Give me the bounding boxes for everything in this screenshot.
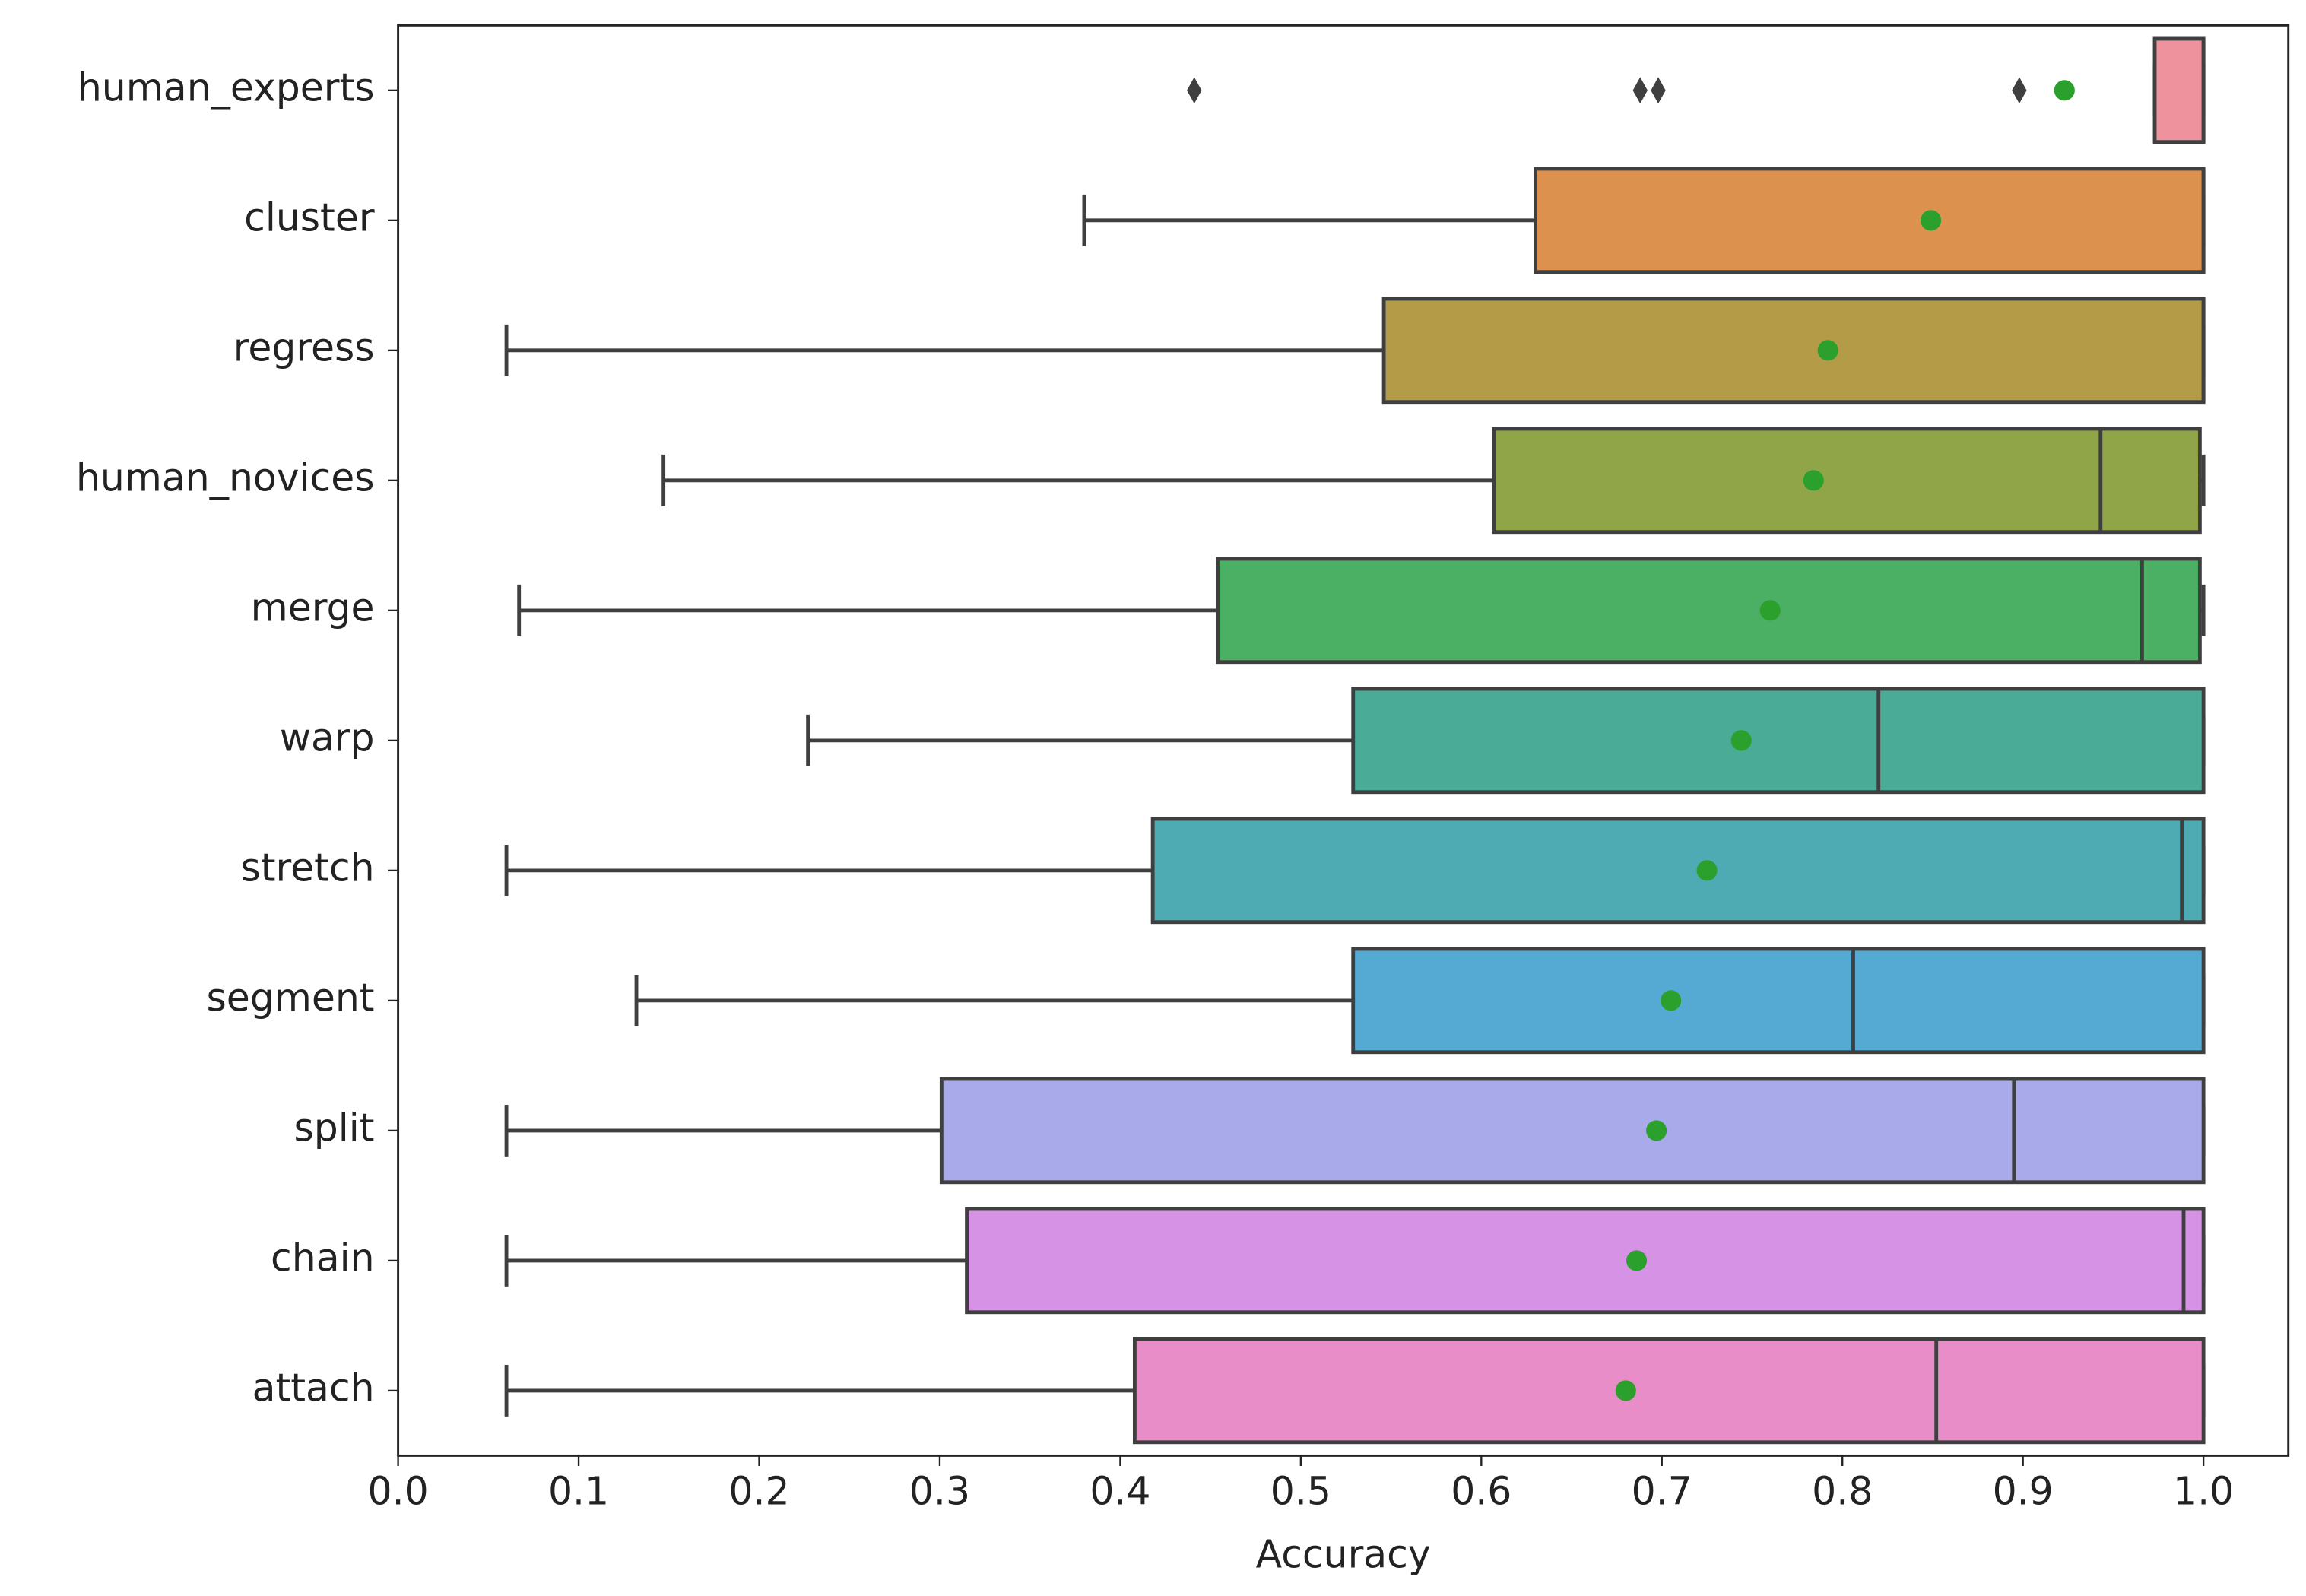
y-tick-label: segment bbox=[206, 975, 374, 1020]
box bbox=[1492, 427, 2202, 535]
y-tick-label: merge bbox=[251, 585, 375, 630]
outlier bbox=[2012, 77, 2027, 104]
mean-marker bbox=[2054, 80, 2075, 101]
mean-marker bbox=[1759, 600, 1781, 621]
mean-marker bbox=[1817, 340, 1838, 361]
y-tick-label: attach bbox=[252, 1365, 375, 1410]
y-tick-label: human_experts bbox=[78, 65, 375, 109]
x-tick-label: 1.0 bbox=[2173, 1468, 2234, 1513]
mean-marker bbox=[1696, 860, 1718, 881]
y-tick-label: split bbox=[294, 1105, 375, 1150]
box bbox=[1534, 167, 2206, 274]
x-tick-label: 0.6 bbox=[1451, 1468, 1511, 1513]
mean-marker bbox=[1803, 470, 1824, 491]
mean-marker bbox=[1626, 1250, 1648, 1271]
x-tick-label: 0.2 bbox=[728, 1468, 789, 1513]
y-tick-label: human_novices bbox=[76, 455, 375, 500]
box bbox=[1132, 1337, 2206, 1445]
box bbox=[1150, 817, 2206, 925]
x-tick-label: 0.1 bbox=[548, 1468, 609, 1513]
x-tick-label: 0.5 bbox=[1270, 1468, 1331, 1513]
x-tick-label: 0.7 bbox=[1632, 1468, 1692, 1513]
y-tick-label: stretch bbox=[240, 845, 374, 890]
x-tick-label: 0.0 bbox=[368, 1468, 429, 1513]
box bbox=[1216, 557, 2202, 665]
x-tick-label: 0.4 bbox=[1090, 1468, 1150, 1513]
x-tick-label: 0.8 bbox=[1812, 1468, 1873, 1513]
outlier bbox=[1187, 77, 1202, 104]
y-tick-label: chain bbox=[271, 1235, 375, 1280]
outlier bbox=[1651, 77, 1666, 104]
mean-marker bbox=[1615, 1380, 1636, 1401]
y-tick-label: regress bbox=[233, 325, 375, 370]
y-tick-label: warp bbox=[280, 715, 375, 760]
box bbox=[1381, 297, 2206, 405]
mean-marker bbox=[1920, 210, 1942, 231]
x-tick-label: 0.3 bbox=[909, 1468, 970, 1513]
x-axis-label: Accuracy bbox=[1256, 1532, 1431, 1577]
mean-marker bbox=[1730, 730, 1752, 751]
box bbox=[1351, 687, 2206, 795]
plot-frame bbox=[397, 24, 2290, 1457]
x-tick-label: 0.9 bbox=[1993, 1468, 2054, 1513]
mean-marker bbox=[1646, 1120, 1667, 1141]
box bbox=[2152, 36, 2206, 144]
box bbox=[965, 1207, 2206, 1315]
mean-marker bbox=[1661, 990, 1682, 1011]
box bbox=[939, 1077, 2206, 1185]
box bbox=[1351, 947, 2206, 1055]
y-tick-label: cluster bbox=[244, 195, 375, 240]
outlier bbox=[1632, 77, 1648, 104]
